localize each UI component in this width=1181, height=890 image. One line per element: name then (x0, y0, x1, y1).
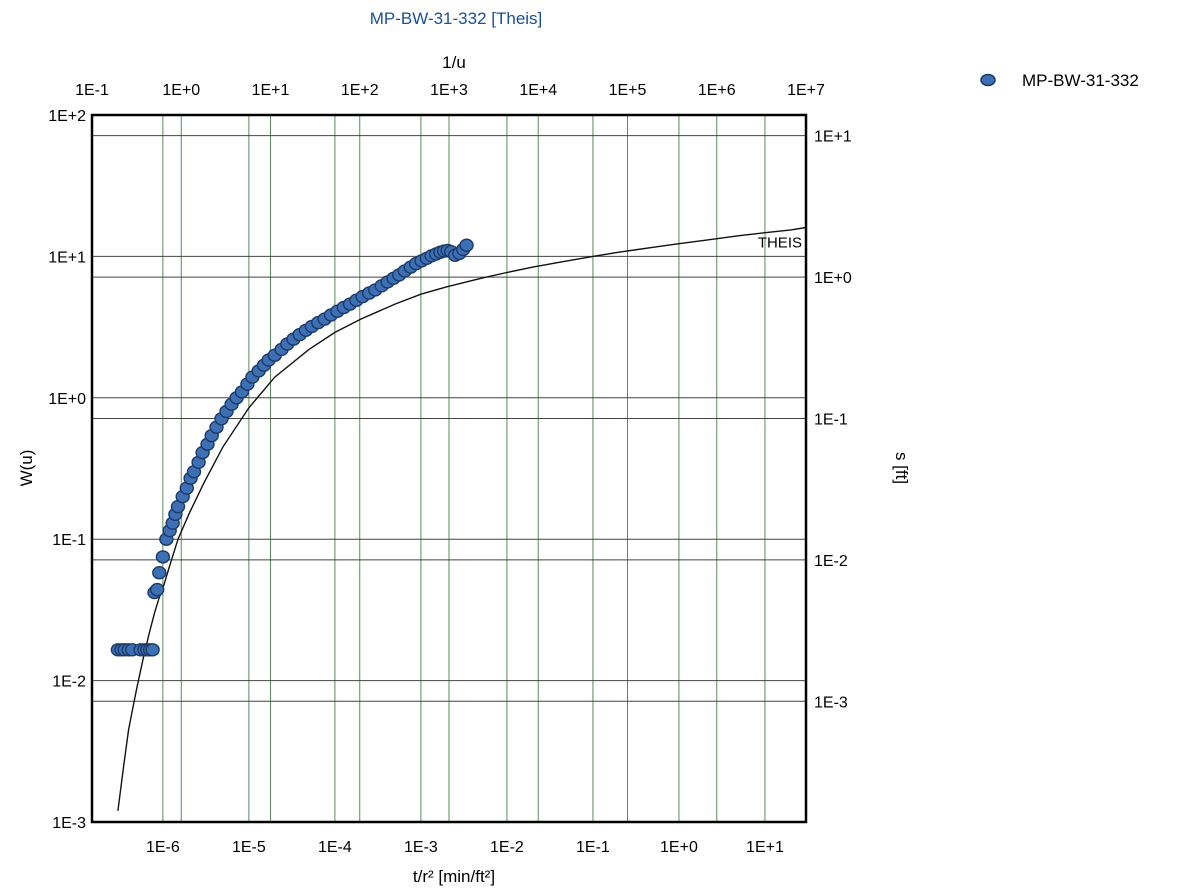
x-tick-label: 1E-3 (404, 839, 438, 856)
top-axis-label: 1/u (442, 53, 466, 72)
data-point (459, 238, 474, 252)
y-tick-label: 1E-1 (52, 532, 86, 549)
data-point (155, 550, 171, 564)
y2-tick-label: 1E-1 (814, 411, 848, 428)
y-tick-label: 1E-3 (52, 815, 86, 832)
legend: MP-BW-31-332 (980, 71, 1139, 90)
x2-tick-label: 1E+2 (341, 82, 379, 99)
y-tick-label: 1E+0 (48, 391, 86, 408)
x2-tick-label: 1E+4 (519, 82, 557, 99)
plot-frame (90, 113, 808, 824)
x2-tick-label: 1E+3 (430, 82, 468, 99)
x-tick-label: 1E+1 (746, 839, 784, 856)
x-tick-label: 1E-6 (146, 839, 180, 856)
x2-tick-label: 1E+5 (609, 82, 647, 99)
grid (92, 115, 806, 822)
data-point (152, 566, 167, 580)
x-tick-label: 1E-2 (490, 839, 524, 856)
x2-tick-label: 1E+0 (162, 82, 200, 99)
data-point (145, 643, 160, 657)
y2-tick-label: 1E-3 (814, 694, 848, 711)
x2-tick-label: 1E-1 (75, 82, 109, 99)
left-axis-label: W(u) (17, 450, 36, 487)
x2-tick-label: 1E+1 (252, 82, 290, 99)
series: THEIS (110, 226, 807, 811)
x-tick-label: 1E+0 (660, 839, 698, 856)
y2-tick-label: 1E+1 (814, 129, 852, 146)
legend-label: MP-BW-31-332 (1022, 71, 1139, 90)
y2-tick-label: 1E-2 (814, 553, 848, 570)
y-tick-label: 1E-2 (52, 674, 86, 691)
legend-marker (980, 73, 996, 87)
chart-title: MP-BW-31-332 [Theis] (370, 9, 543, 28)
theis-curve-label: THEIS (758, 235, 802, 252)
y2-tick-label: 1E+0 (814, 270, 852, 287)
x-tick-label: 1E-1 (576, 839, 610, 856)
x-tick-label: 1E-4 (318, 839, 352, 856)
tick-labels: 1E-6 1E-5 1E-4 1E-3 1E-2 1E-1 1E+0 1E+1 1E-1 1E+0… (48, 82, 852, 856)
x2-tick-label: 1E+7 (787, 82, 825, 99)
right-axis-label: s [ft] (892, 452, 911, 484)
x-tick-label: 1E-5 (232, 839, 266, 856)
data-point (149, 582, 165, 597)
x2-tick-label: 1E+6 (698, 82, 736, 99)
theis-curve (117, 226, 807, 811)
y-tick-label: 1E+2 (48, 108, 86, 125)
y-tick-label: 1E+1 (48, 249, 86, 266)
bottom-axis-label: t/r² [min/ft²] (413, 867, 495, 886)
